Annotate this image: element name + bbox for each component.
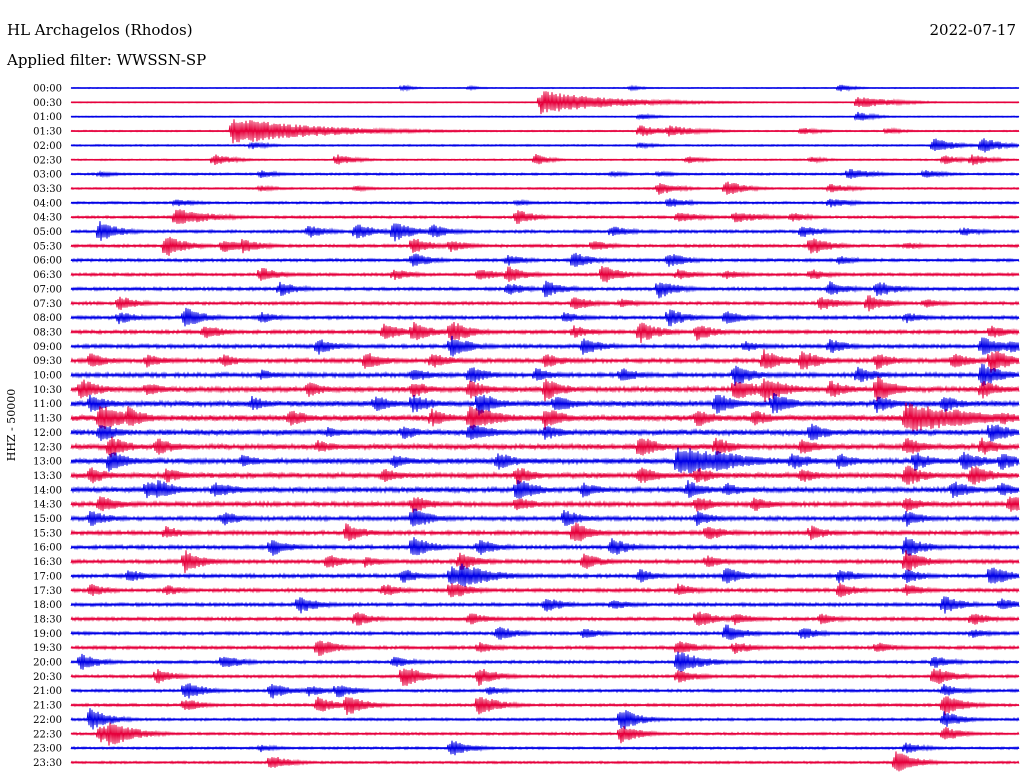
time-tick-label: 06:30 <box>33 270 62 281</box>
trace-line-0830 <box>70 321 1020 344</box>
time-tick-label: 18:00 <box>33 600 62 611</box>
time-tick-label: 20:30 <box>33 672 62 683</box>
trace-line-0430 <box>70 209 1020 225</box>
station-title: HL Archagelos (Rhodos) <box>7 21 193 39</box>
trace-line-1400 <box>70 480 1020 499</box>
trace-line-1630 <box>70 550 1020 574</box>
time-tick-label: 08:30 <box>33 327 62 338</box>
time-tick-label: 03:00 <box>33 170 62 181</box>
time-tick-label: 13:00 <box>33 457 62 468</box>
trace-line-0400 <box>70 198 1020 208</box>
time-tick-label: 07:30 <box>33 299 62 310</box>
time-tick-label: 04:30 <box>33 213 62 224</box>
time-tick-label: 16:30 <box>33 557 62 568</box>
time-tick-label: 03:30 <box>33 184 62 195</box>
trace-line-1000 <box>70 363 1020 387</box>
time-tick-label: 15:30 <box>33 528 62 539</box>
time-tick-label: 17:00 <box>33 571 62 582</box>
time-tick-label: 23:30 <box>33 758 62 769</box>
time-tick-label: 05:30 <box>33 241 62 252</box>
time-tick-label: 10:30 <box>33 385 62 396</box>
trace-line-1200 <box>70 423 1020 442</box>
trace-line-1500 <box>70 508 1020 527</box>
trace-line-1130 <box>70 402 1020 432</box>
trace-line-1730 <box>70 582 1020 598</box>
y-axis-label: HHZ - 50000 <box>5 389 18 462</box>
trace-line-0900 <box>70 335 1020 357</box>
time-tick-label: 12:30 <box>33 442 62 453</box>
time-tick-label: 11:30 <box>33 414 62 425</box>
time-tick-label: 13:30 <box>33 471 62 482</box>
time-tick-label: 15:00 <box>33 514 62 525</box>
time-tick-label: 23:00 <box>33 744 62 755</box>
time-tick-label: 00:00 <box>33 84 62 95</box>
trace-line-1800 <box>70 596 1020 614</box>
filter-label: Applied filter: WWSSN-SP <box>7 51 207 69</box>
time-tick-label: 16:00 <box>33 543 62 554</box>
time-tick-label: 22:00 <box>33 715 62 726</box>
trace-line-1430 <box>70 496 1020 513</box>
trace-line-1600 <box>70 537 1020 556</box>
time-tick-label: 14:00 <box>33 485 62 496</box>
time-tick-label: 20:00 <box>33 658 62 669</box>
time-tick-label: 00:30 <box>33 98 62 109</box>
time-tick-label: 04:00 <box>33 198 62 209</box>
time-tick-label: 06:00 <box>33 256 62 267</box>
trace-line-1100 <box>70 392 1020 416</box>
time-tick-label: 09:30 <box>33 356 62 367</box>
time-tick-label: 18:30 <box>33 614 62 625</box>
trace-group <box>70 84 1020 772</box>
time-tick-label: 08:00 <box>33 313 62 324</box>
time-tick-label: 22:30 <box>33 729 62 740</box>
trace-line-1900 <box>70 624 1020 641</box>
trace-line-0800 <box>70 307 1020 327</box>
time-tick-label: 07:00 <box>33 284 62 295</box>
time-tick-label: 14:30 <box>33 500 62 511</box>
time-tick-label: 09:00 <box>33 342 62 353</box>
trace-line-2030 <box>70 668 1020 686</box>
time-tick-label: 19:30 <box>33 643 62 654</box>
time-tick-label: 01:00 <box>33 112 62 123</box>
trace-line-1700 <box>70 563 1020 587</box>
time-tick-label: 02:00 <box>33 141 62 152</box>
time-tick-label: 01:30 <box>33 127 62 138</box>
time-tick-label: 02:30 <box>33 155 62 166</box>
time-tick-label: 10:00 <box>33 371 62 382</box>
trace-line-2330 <box>70 751 1020 772</box>
trace-line-0600 <box>70 252 1020 267</box>
trace-line-1300 <box>70 447 1020 474</box>
trace-line-1030 <box>70 376 1020 403</box>
time-tick-label: 21:00 <box>33 686 62 697</box>
trace-line-1230 <box>70 436 1020 458</box>
trace-line-1330 <box>70 465 1020 485</box>
trace-line-0930 <box>70 349 1020 373</box>
record-date: 2022-07-17 <box>929 21 1016 39</box>
trace-line-1830 <box>70 611 1020 626</box>
trace-line-1530 <box>70 522 1020 542</box>
time-tick-label: 11:00 <box>33 399 62 410</box>
time-tick-label: 19:00 <box>33 629 62 640</box>
time-tick-label: 12:00 <box>33 428 62 439</box>
time-tick-labels: 00:00 00:30 01:00 01:30 02:00 02:30 03:00 03:30… <box>33 84 62 769</box>
time-tick-label: 17:30 <box>33 586 62 597</box>
time-tick-label: 05:00 <box>33 227 62 238</box>
trace-line-0700 <box>70 280 1020 299</box>
trace-line-2100 <box>70 683 1020 699</box>
time-tick-label: 21:30 <box>33 701 62 712</box>
